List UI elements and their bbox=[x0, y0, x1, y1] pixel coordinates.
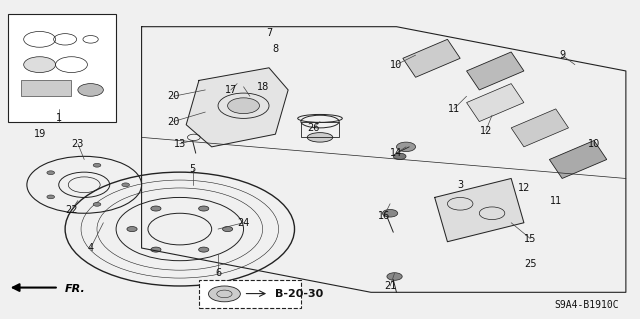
Circle shape bbox=[47, 195, 54, 199]
Circle shape bbox=[223, 226, 233, 232]
Text: B-20-30: B-20-30 bbox=[275, 289, 324, 299]
Circle shape bbox=[151, 206, 161, 211]
Circle shape bbox=[228, 98, 259, 114]
Text: 24: 24 bbox=[237, 218, 250, 228]
Text: 19: 19 bbox=[33, 129, 45, 139]
Text: 7: 7 bbox=[266, 28, 272, 38]
Circle shape bbox=[78, 84, 103, 96]
Circle shape bbox=[396, 142, 415, 152]
Text: 9: 9 bbox=[559, 50, 565, 60]
Polygon shape bbox=[467, 84, 524, 122]
Text: 23: 23 bbox=[72, 139, 84, 149]
Text: 12: 12 bbox=[518, 183, 530, 193]
Circle shape bbox=[93, 163, 101, 167]
Text: 11: 11 bbox=[448, 104, 460, 114]
Ellipse shape bbox=[307, 133, 333, 142]
Polygon shape bbox=[549, 141, 607, 178]
Text: 18: 18 bbox=[257, 82, 269, 92]
Text: 15: 15 bbox=[524, 234, 536, 243]
Circle shape bbox=[198, 247, 209, 252]
Text: 5: 5 bbox=[189, 164, 196, 174]
Circle shape bbox=[383, 210, 397, 217]
Circle shape bbox=[394, 153, 406, 160]
Polygon shape bbox=[511, 109, 568, 147]
Text: S9A4-B1910C: S9A4-B1910C bbox=[555, 300, 620, 310]
Text: 12: 12 bbox=[479, 126, 492, 136]
Polygon shape bbox=[403, 39, 460, 77]
Text: 6: 6 bbox=[215, 268, 221, 278]
FancyBboxPatch shape bbox=[8, 14, 116, 122]
FancyBboxPatch shape bbox=[199, 280, 301, 308]
Polygon shape bbox=[435, 178, 524, 242]
Text: 21: 21 bbox=[384, 281, 396, 291]
Polygon shape bbox=[186, 68, 288, 147]
Circle shape bbox=[198, 206, 209, 211]
Text: 8: 8 bbox=[273, 44, 278, 54]
Text: 26: 26 bbox=[307, 123, 320, 133]
Circle shape bbox=[24, 57, 56, 72]
Text: 10: 10 bbox=[390, 60, 403, 70]
Circle shape bbox=[127, 226, 137, 232]
Text: 17: 17 bbox=[225, 85, 237, 95]
Text: 10: 10 bbox=[588, 139, 600, 149]
Text: 4: 4 bbox=[88, 243, 93, 253]
Circle shape bbox=[209, 286, 241, 302]
Text: 20: 20 bbox=[167, 116, 180, 127]
Text: 1: 1 bbox=[56, 113, 62, 123]
Text: FR.: FR. bbox=[65, 284, 86, 293]
Circle shape bbox=[122, 183, 129, 187]
Text: 13: 13 bbox=[173, 139, 186, 149]
Polygon shape bbox=[467, 52, 524, 90]
Text: 20: 20 bbox=[167, 91, 180, 101]
Circle shape bbox=[151, 247, 161, 252]
Circle shape bbox=[47, 171, 54, 174]
Text: 16: 16 bbox=[378, 211, 390, 221]
Circle shape bbox=[387, 273, 402, 280]
Polygon shape bbox=[20, 80, 72, 96]
Text: 11: 11 bbox=[550, 196, 562, 206]
Text: 22: 22 bbox=[65, 205, 77, 215]
Circle shape bbox=[93, 203, 101, 206]
Text: 14: 14 bbox=[390, 148, 403, 158]
Text: 3: 3 bbox=[457, 180, 463, 190]
Text: 25: 25 bbox=[524, 259, 536, 269]
FancyArrowPatch shape bbox=[13, 284, 56, 291]
